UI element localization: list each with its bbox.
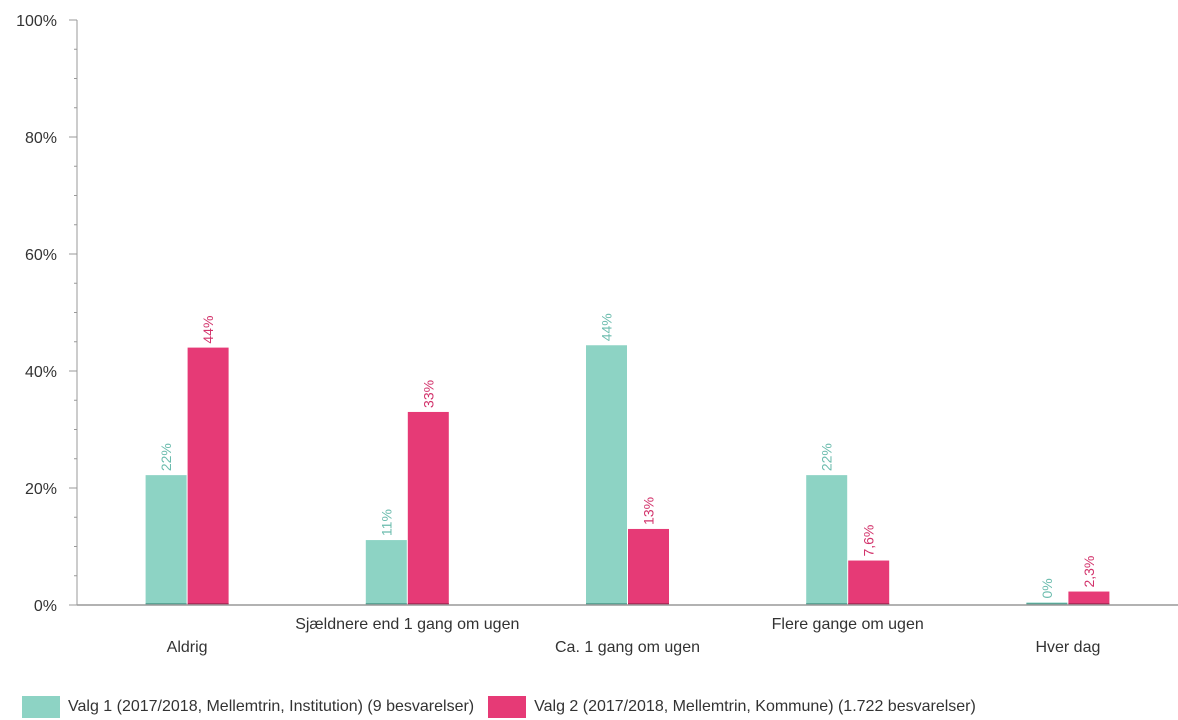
y-tick-label: 100% — [16, 13, 57, 30]
y-tick-label: 0% — [34, 598, 57, 615]
bar-series-2[interactable] — [407, 411, 449, 605]
legend-item-series-2[interactable]: Valg 2 (2017/2018, Mellemtrin, Kommune) … — [488, 696, 976, 718]
bar-series-1[interactable] — [806, 475, 848, 605]
bar-base-series-2 — [628, 603, 669, 605]
x-category-label: Flere gange om ugen — [772, 616, 924, 633]
bar-base-series-2 — [407, 603, 449, 605]
bar-base-series-1 — [1026, 603, 1068, 605]
data-label-series-1: 22% — [158, 443, 174, 471]
x-axis: Aldrig Sjældnere end 1 gang om ugen Ca. 1 … — [77, 604, 1178, 656]
bar-series-1[interactable] — [365, 540, 407, 605]
bar-series-2[interactable] — [848, 560, 890, 605]
data-label-series-1: 11% — [378, 509, 394, 536]
data-label-series-1: 0% — [1039, 578, 1055, 598]
bar-series-2[interactable] — [187, 347, 229, 605]
x-category-label: Ca. 1 gang om ugen — [555, 639, 700, 656]
bar-base-series-2 — [848, 603, 890, 605]
y-tick-label: 40% — [25, 364, 57, 381]
data-label-series-2: 44% — [200, 316, 216, 344]
bar-base-series-1 — [806, 603, 848, 605]
y-tick-label: 60% — [25, 247, 57, 264]
data-label-series-1: 22% — [819, 443, 835, 471]
bar-series-2[interactable] — [628, 528, 669, 605]
data-label-series-2: 13% — [641, 497, 657, 525]
bar-base-series-1 — [145, 603, 187, 605]
data-label-series-1: 44% — [599, 313, 615, 341]
x-category-label: Sjældnere end 1 gang om ugen — [295, 616, 519, 633]
bar-series-1[interactable] — [145, 475, 187, 605]
bar-base-series-1 — [365, 603, 407, 605]
y-tick-label: 80% — [25, 130, 57, 147]
bar-chart: 0%20%40%60%80%100% 22%44%11%33%44%13%22%… — [16, 13, 1178, 656]
y-tick-label: 20% — [25, 481, 57, 498]
legend-item-series-1[interactable]: Valg 1 (2017/2018, Mellemtrin, Instituti… — [22, 696, 474, 718]
legend: Valg 1 (2017/2018, Mellemtrin, Instituti… — [22, 695, 976, 719]
data-label-series-2: 2,3% — [1081, 556, 1097, 588]
data-label-series-2: 33% — [420, 380, 436, 408]
bar-base-series-2 — [1068, 603, 1110, 605]
data-label-series-2: 7,6% — [861, 525, 877, 557]
bar-base-series-1 — [586, 603, 627, 605]
bar-base-series-2 — [187, 603, 229, 605]
x-category-label: Aldrig — [167, 639, 208, 656]
bar-series-1[interactable] — [586, 345, 627, 605]
bars: 22% 44% 11% 33% 44% 13% 22% 7,6% 0% 2,3% — [145, 313, 1110, 605]
x-category-label: Hver dag — [1035, 639, 1100, 656]
legend-label-series-1: Valg 1 (2017/2018, Mellemtrin, Instituti… — [68, 698, 475, 715]
y-axis: 0% 20% 40% 60% 80% 100% — [16, 13, 78, 615]
legend-swatch-series-2 — [488, 696, 527, 718]
legend-swatch-series-1 — [22, 696, 60, 718]
legend-label-series-2: Valg 2 (2017/2018, Mellemtrin, Kommune) … — [534, 698, 976, 715]
bar-series-2[interactable] — [1068, 591, 1110, 605]
